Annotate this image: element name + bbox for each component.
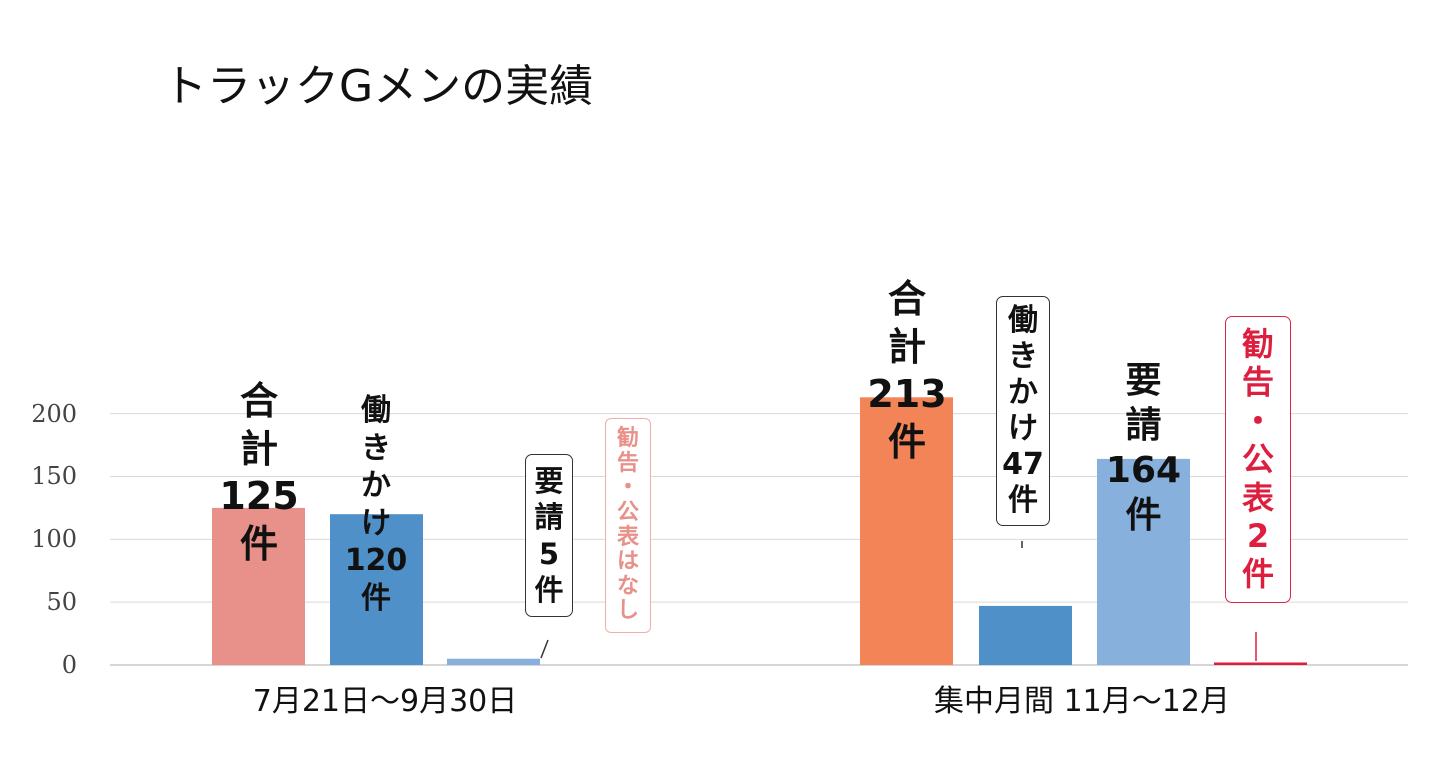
y-tick-200: 200 (31, 399, 77, 428)
bar-合計-集中月間 11月～12月 (860, 397, 953, 665)
label-g1-total: 合 計 125 件 (219, 379, 299, 566)
callout-leader-1 (540, 639, 549, 659)
label-g1-advice: 勧 告 ・ 公 表 は な し (605, 418, 651, 633)
bar-合計-7月21日～9月30日 (212, 507, 305, 665)
y-tick-50: 50 (46, 588, 77, 617)
category-label-1: 7月21日～9月30日 (252, 684, 518, 719)
bar-要請-集中月間 11月～12月 (1097, 458, 1190, 665)
bar-働きかけ-7月21日～9月30日 (330, 514, 423, 665)
label-g1-request: 要 請 5 件 (525, 454, 573, 617)
label-g2-work: 働 き か け 47 件 (996, 296, 1050, 526)
y-tick-100: 100 (31, 525, 77, 554)
chart-title: トラックGメンの実績 (163, 61, 594, 112)
label-g2-total: 合 計 213 件 (867, 277, 947, 464)
bar-働きかけ-集中月間 11月～12月 (979, 605, 1072, 665)
bar-勧告・公表-集中月間 11月～12月 (1214, 662, 1307, 665)
label-g2-request: 要 請 164 件 (1105, 360, 1182, 536)
label-g2-advice: 勧 告 ・ 公 表 2 件 (1225, 316, 1291, 603)
grid-lines (110, 413, 1408, 666)
bar-要請-7月21日～9月30日 (447, 658, 540, 665)
y-tick-150: 150 (31, 462, 77, 491)
label-g1-work: 働 き か け 120 件 (344, 393, 408, 616)
bars (212, 397, 1307, 665)
y-tick-0: 0 (61, 651, 77, 679)
category-label-2: 集中月間 11月～12月 (934, 684, 1230, 719)
